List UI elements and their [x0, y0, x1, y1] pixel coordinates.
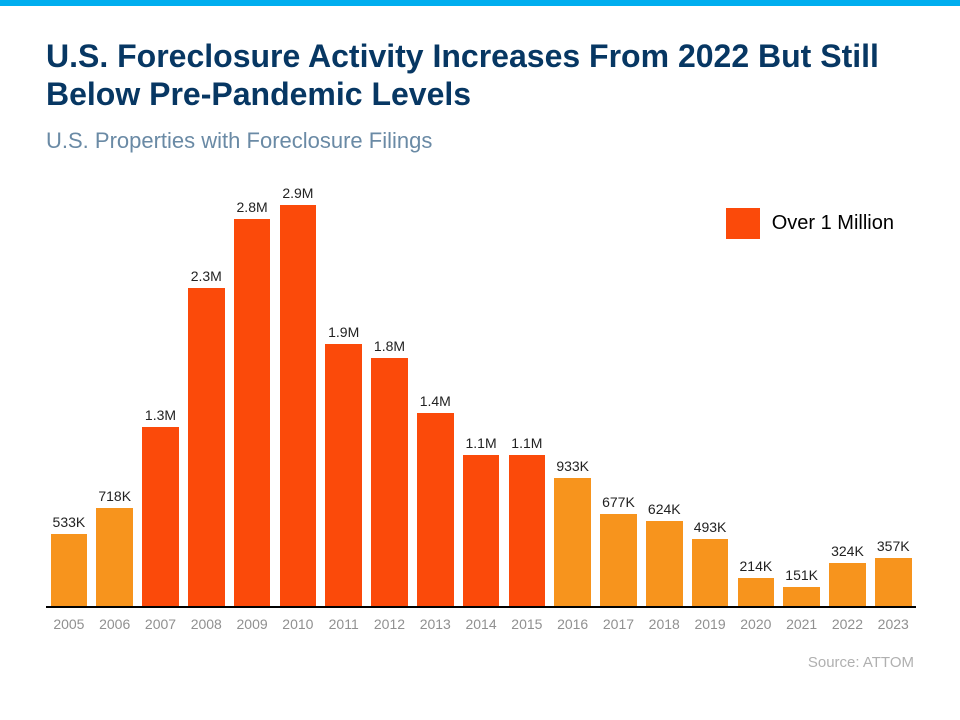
x-tick: 2017 — [596, 616, 642, 632]
bar-slot: 324K — [825, 188, 871, 608]
plot-region: 533K718K 1.3M 2.3M 2.8M2.9M 1.9M1.8M 1.4M 1.1M… — [46, 188, 916, 608]
x-tick: 2019 — [687, 616, 733, 632]
bar — [96, 508, 133, 608]
bar-value-label: 324K — [825, 543, 871, 559]
bar-value-label: 1.1M — [504, 435, 550, 451]
bar-value-label: 624K — [641, 501, 687, 517]
bar-value-label: 2.8M — [229, 199, 275, 215]
bar-value-label: 718K — [92, 488, 138, 504]
x-tick: 2014 — [458, 616, 504, 632]
bar-slot: 2.3M — [183, 188, 229, 608]
x-tick: 2013 — [412, 616, 458, 632]
bar — [783, 587, 820, 608]
bar-value-label: 493K — [687, 519, 733, 535]
x-tick: 2008 — [183, 616, 229, 632]
bar — [280, 205, 317, 608]
chart-title: U.S. Foreclosure Activity Increases From… — [46, 38, 914, 114]
bar-slot: 533K — [46, 188, 92, 608]
bar-value-label: 1.9M — [321, 324, 367, 340]
bar — [142, 427, 179, 608]
bar — [600, 514, 637, 608]
bar — [692, 539, 729, 608]
bar — [829, 563, 866, 608]
bar-slot: 1.8M — [367, 188, 413, 608]
bar-value-label: 2.9M — [275, 185, 321, 201]
x-tick: 2022 — [825, 616, 871, 632]
x-tick: 2005 — [46, 616, 92, 632]
bar-value-label: 151K — [779, 567, 825, 583]
x-tick: 2012 — [367, 616, 413, 632]
x-axis-ticks: 2005200620072008200920102011201220132014… — [46, 616, 916, 632]
bar-value-label: 214K — [733, 558, 779, 574]
x-tick: 2007 — [138, 616, 184, 632]
bar-value-label: 357K — [870, 538, 916, 554]
bar-slot: 493K — [687, 188, 733, 608]
bars-container: 533K718K 1.3M 2.3M 2.8M2.9M 1.9M1.8M 1.4M 1.1M… — [46, 188, 916, 608]
bar — [417, 413, 454, 608]
x-tick: 2018 — [641, 616, 687, 632]
bar-slot: 718K — [92, 188, 138, 608]
x-tick: 2021 — [779, 616, 825, 632]
bar-slot: 1.1M — [458, 188, 504, 608]
x-tick: 2016 — [550, 616, 596, 632]
bar — [188, 288, 225, 608]
bar — [509, 455, 546, 608]
bar-slot: 1.9M — [321, 188, 367, 608]
bar-slot: 933K — [550, 188, 596, 608]
bar — [325, 344, 362, 608]
bar-slot: 624K — [641, 188, 687, 608]
bar-slot: 357K — [870, 188, 916, 608]
x-tick: 2009 — [229, 616, 275, 632]
bar — [738, 578, 775, 608]
bar — [234, 219, 271, 608]
bar-value-label: 1.8M — [367, 338, 413, 354]
x-tick: 2015 — [504, 616, 550, 632]
bar — [51, 534, 88, 608]
bar-slot: 677K — [596, 188, 642, 608]
chart-subtitle: U.S. Properties with Foreclosure Filings — [46, 128, 914, 154]
bar — [554, 478, 591, 608]
x-axis-line — [46, 606, 916, 608]
bar-slot: 214K — [733, 188, 779, 608]
bar-slot: 151K — [779, 188, 825, 608]
bar-slot: 1.1M — [504, 188, 550, 608]
source-attribution: Source: ATTOM — [46, 654, 914, 671]
bar-value-label: 533K — [46, 514, 92, 530]
bar — [875, 558, 912, 608]
bar-slot: 1.4M — [412, 188, 458, 608]
bar — [646, 521, 683, 608]
bar — [371, 358, 408, 608]
bar-slot: 1.3M — [138, 188, 184, 608]
bar-slot: 2.8M — [229, 188, 275, 608]
x-tick: 2010 — [275, 616, 321, 632]
chart-page: U.S. Foreclosure Activity Increases From… — [0, 6, 960, 689]
x-tick: 2006 — [92, 616, 138, 632]
bar-value-label: 2.3M — [183, 268, 229, 284]
x-tick: 2023 — [870, 616, 916, 632]
x-tick: 2020 — [733, 616, 779, 632]
x-tick: 2011 — [321, 616, 367, 632]
bar-value-label: 933K — [550, 458, 596, 474]
bar-value-label: 1.3M — [138, 407, 184, 423]
bar — [463, 455, 500, 608]
bar-value-label: 1.4M — [412, 393, 458, 409]
bar-slot: 2.9M — [275, 188, 321, 608]
bar-value-label: 677K — [596, 494, 642, 510]
chart-area: Over 1 Million 533K718K1.3M2.3M2.8M2.9M1… — [46, 188, 914, 632]
bar-value-label: 1.1M — [458, 435, 504, 451]
